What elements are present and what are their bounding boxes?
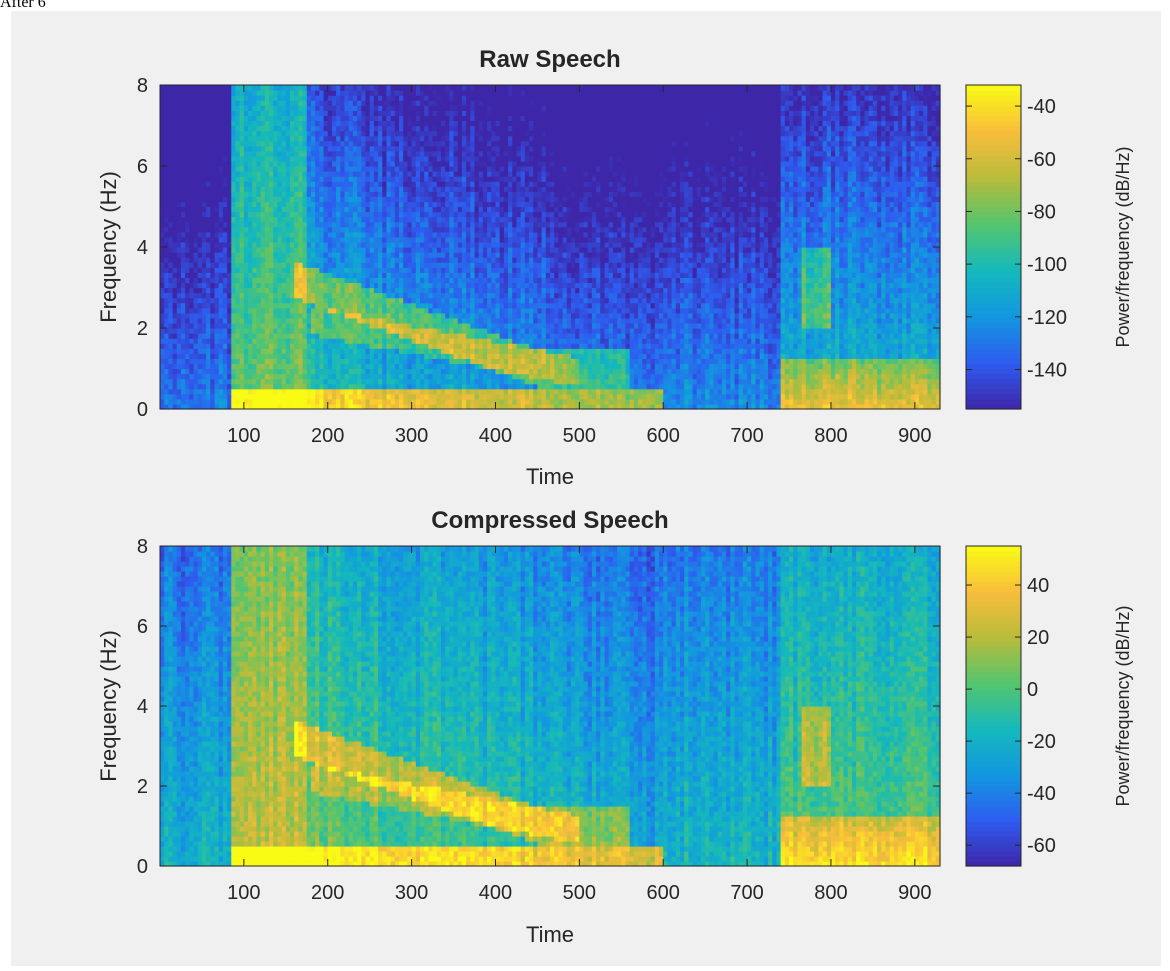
y-tick-label: 8 bbox=[137, 75, 148, 97]
x-tick-label: 700 bbox=[730, 425, 763, 447]
x-tick-label: 600 bbox=[647, 425, 680, 447]
x-tick-label: 500 bbox=[563, 425, 596, 447]
y-tick-label: 4 bbox=[137, 237, 148, 259]
x-tick-label: 200 bbox=[311, 425, 344, 447]
spectrogram-image bbox=[160, 546, 941, 867]
x-tick-label: 700 bbox=[730, 882, 763, 904]
y-tick-label: 6 bbox=[137, 616, 148, 638]
x-axis-label: Time bbox=[526, 464, 574, 489]
chart-title: Raw Speech bbox=[479, 46, 620, 73]
x-axis-label: Time bbox=[526, 922, 574, 947]
colorbar-label: Power/frequency (dB/Hz) bbox=[1113, 146, 1133, 347]
x-tick-label: 800 bbox=[814, 425, 847, 447]
colorbar: 40 20 0 -20 -40 -60 Power/frequency (dB/Hz) bbox=[966, 546, 1133, 867]
y-tick-label: 2 bbox=[137, 318, 148, 340]
y-tick-label: 0 bbox=[137, 399, 148, 421]
x-tick-label: 100 bbox=[227, 882, 260, 904]
x-tick-label: 900 bbox=[898, 882, 931, 904]
x-tick-label: 100 bbox=[227, 425, 260, 447]
colorbar-tick-label: -40 bbox=[1027, 783, 1056, 805]
x-tick-label: 200 bbox=[311, 882, 344, 904]
subplot-1: Raw Speech 100 200 300 400 500 600 700 800 900 0 2 4… bbox=[96, 46, 1133, 489]
y-tick-label: 2 bbox=[137, 776, 148, 798]
x-tick-label: 400 bbox=[479, 882, 512, 904]
colorbar-tick-label: -140 bbox=[1027, 359, 1067, 381]
y-tick-label: 8 bbox=[137, 536, 148, 558]
colorbar-label: Power/frequency (dB/Hz) bbox=[1113, 605, 1133, 806]
y-tick-label: 4 bbox=[137, 696, 148, 718]
y-axis-label: Frequency (Hz) bbox=[96, 630, 121, 782]
y-tick-label: 6 bbox=[137, 156, 148, 178]
x-tick-label: 800 bbox=[814, 882, 847, 904]
colorbar-tick-label: -100 bbox=[1027, 254, 1067, 276]
colorbar-tick-label: 0 bbox=[1027, 679, 1038, 701]
x-tick-label: 300 bbox=[395, 882, 428, 904]
colorbar-tick-label: -40 bbox=[1027, 96, 1056, 118]
colorbar-tick-label: -60 bbox=[1027, 835, 1056, 857]
x-tick-label: 400 bbox=[479, 425, 512, 447]
colorbar-tick-label: -120 bbox=[1027, 307, 1067, 329]
colorbar-tick-label: 20 bbox=[1027, 627, 1049, 649]
colorbar-tick-label: -80 bbox=[1027, 201, 1056, 223]
x-tick-label: 300 bbox=[395, 425, 428, 447]
colorbar-tick-label: -60 bbox=[1027, 149, 1056, 171]
y-tick-label: 0 bbox=[137, 856, 148, 878]
spectrogram-image bbox=[160, 85, 941, 410]
colorbar-tick-label: -20 bbox=[1027, 731, 1056, 753]
y-axis-label: Frequency (Hz) bbox=[96, 171, 121, 323]
x-tick-label: 900 bbox=[898, 425, 931, 447]
x-tick-label: 600 bbox=[647, 882, 680, 904]
x-tick-label: 500 bbox=[563, 882, 596, 904]
colorbar-tick-label: 40 bbox=[1027, 575, 1049, 597]
chart-title: Compressed Speech bbox=[431, 507, 668, 534]
colorbar: -40 -60 -80 -100 -120 -140 Power/frequency (dB… bbox=[966, 85, 1133, 410]
